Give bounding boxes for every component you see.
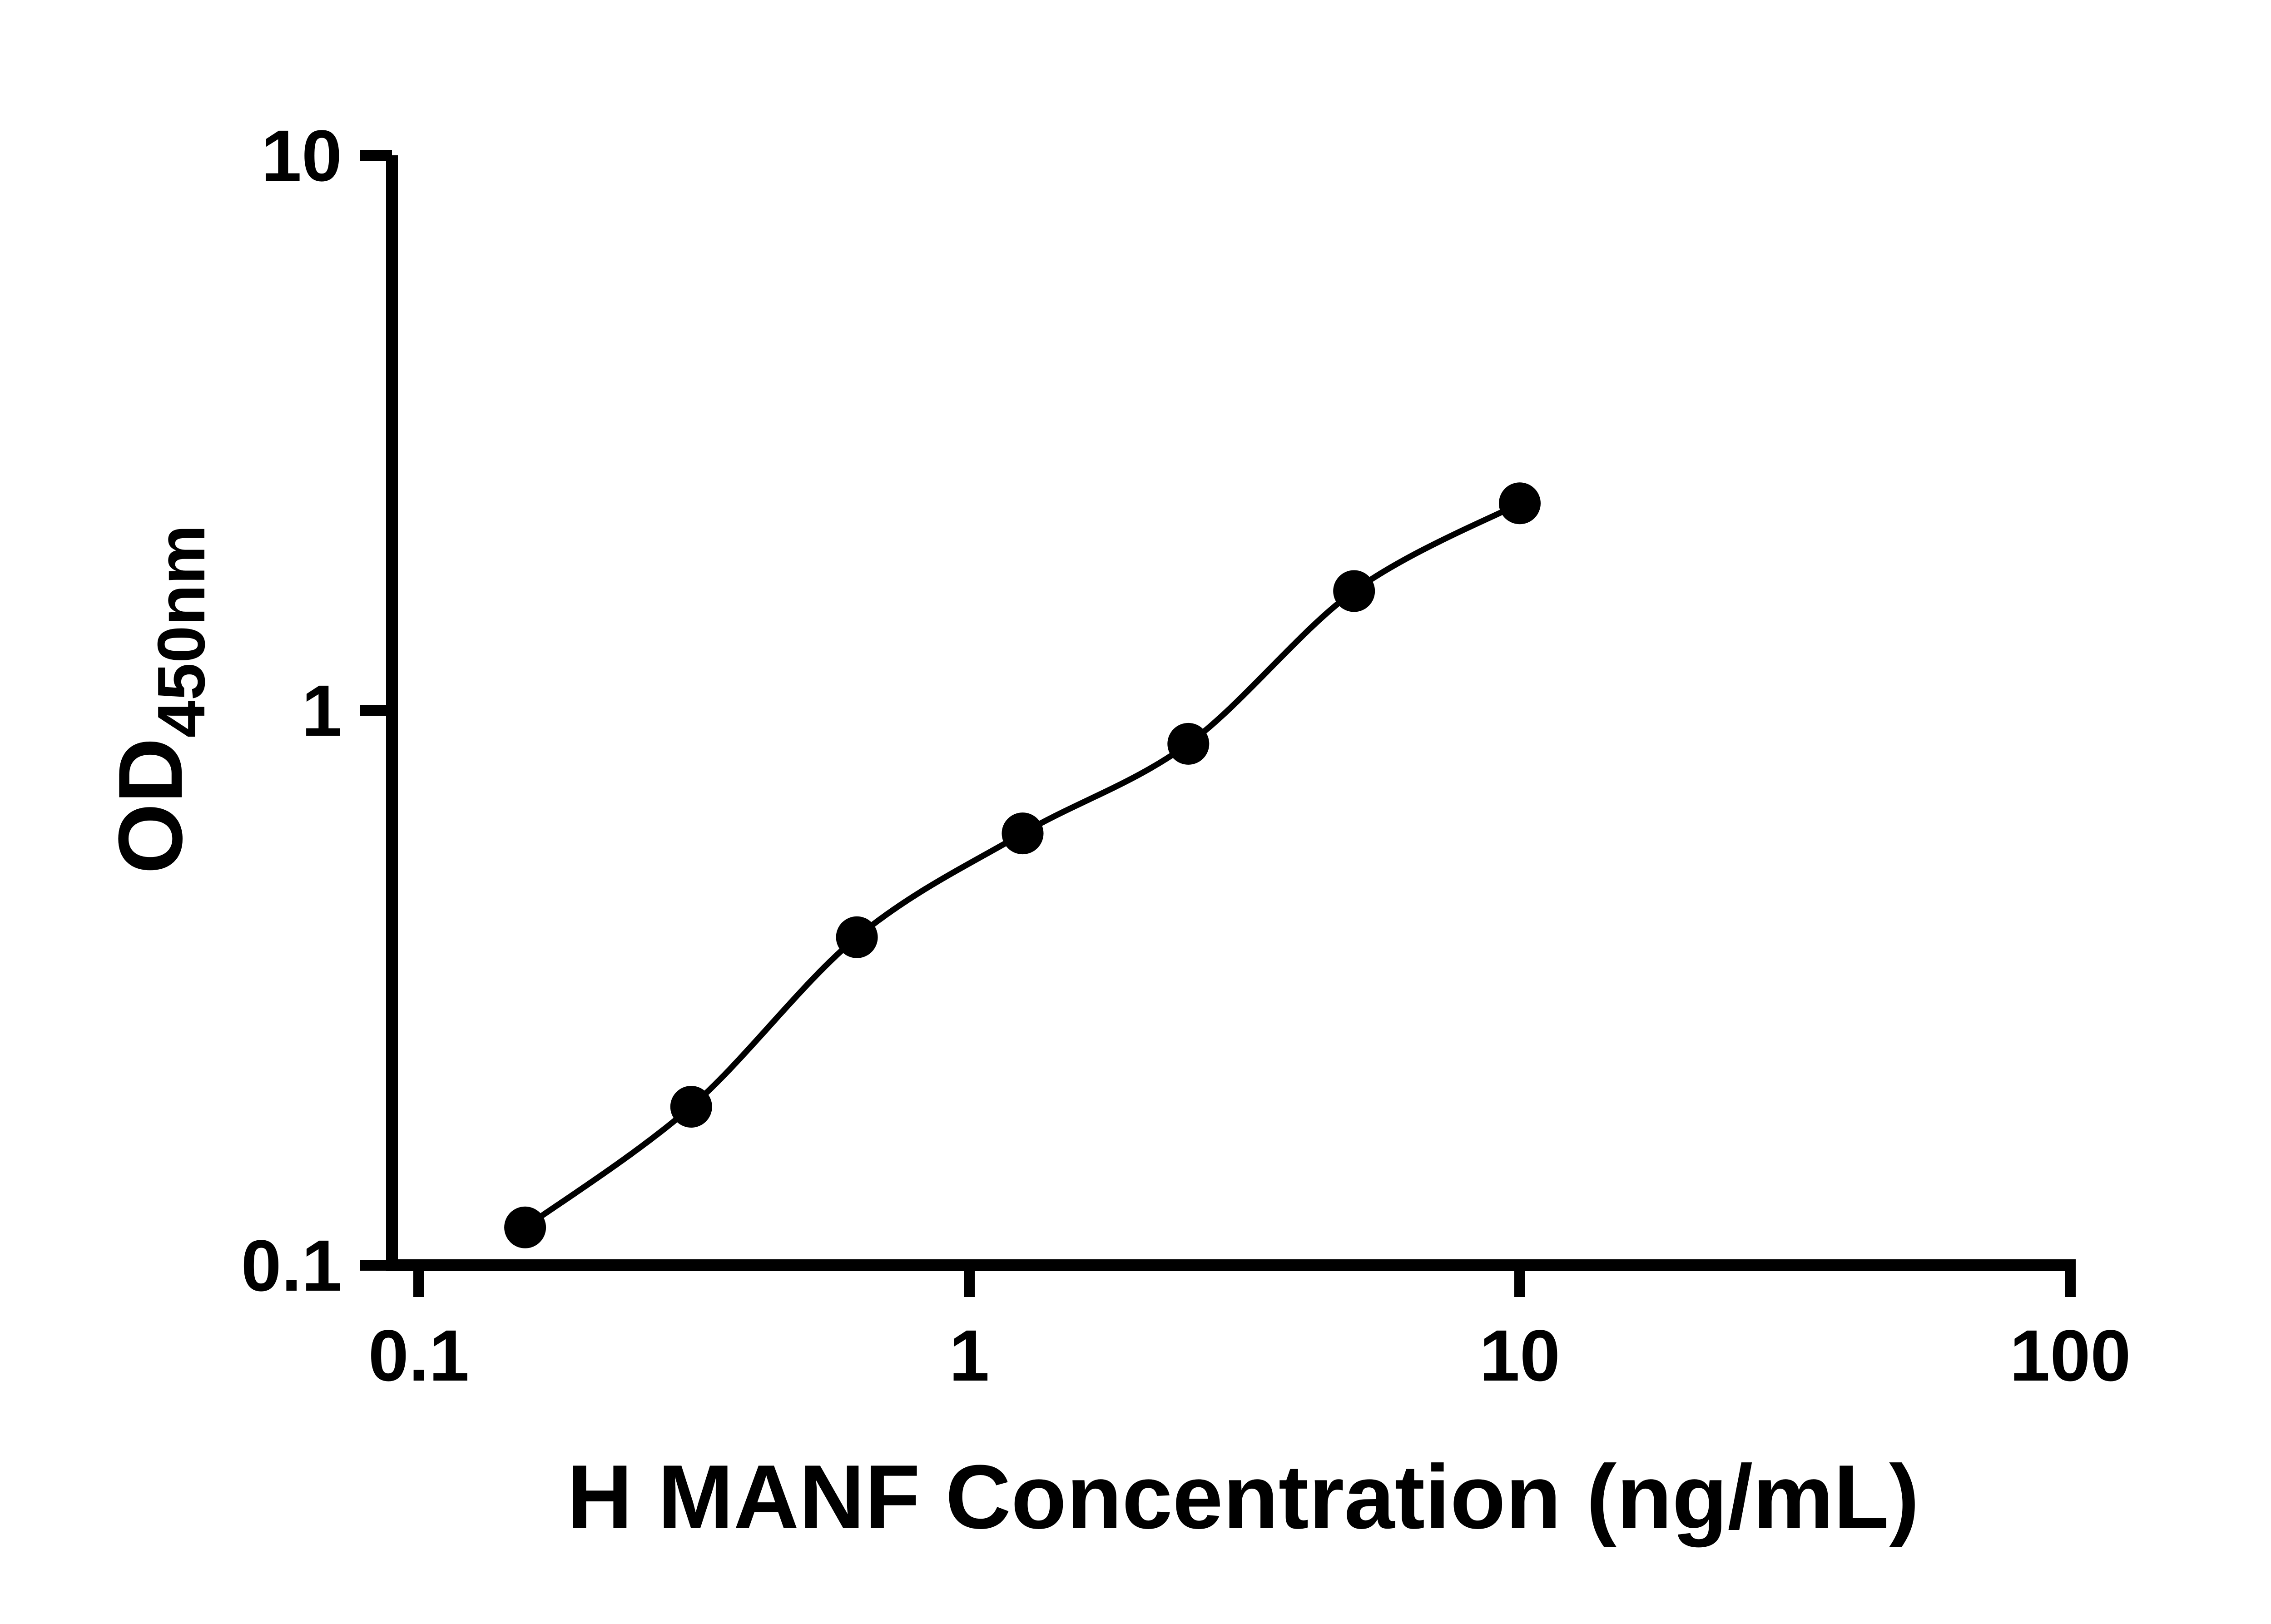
data-point	[504, 1206, 546, 1248]
y-axis-title-main: OD	[100, 738, 201, 874]
data-point	[1167, 723, 1210, 765]
data-point	[1333, 570, 1375, 612]
y-axis-title: OD450nm	[100, 525, 219, 874]
data-point	[1499, 482, 1541, 525]
data-point	[670, 1086, 712, 1128]
x-tick-label: 100	[2010, 1315, 2131, 1396]
y-axis-title-subscript: 450nm	[144, 525, 219, 738]
data-point	[1002, 812, 1044, 855]
x-tick-label: 0.1	[368, 1315, 469, 1396]
x-tick-label: 1	[949, 1315, 990, 1396]
x-axis-title: H MANF Concentration (ng/mL)	[567, 1446, 1919, 1548]
y-tick-label: 1	[302, 670, 342, 751]
x-tick-label: 10	[1479, 1315, 1560, 1396]
y-tick-label: 10	[261, 115, 342, 196]
y-tick-label: 0.1	[241, 1225, 342, 1306]
data-point	[836, 916, 878, 958]
